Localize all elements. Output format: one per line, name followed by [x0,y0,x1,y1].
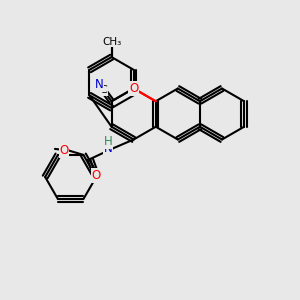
Text: N: N [94,78,103,91]
Text: O: O [92,169,101,182]
Text: H: H [104,135,112,148]
Text: N: N [104,142,113,155]
Text: C: C [100,85,107,95]
Text: O: O [129,82,138,95]
Text: O: O [59,144,68,157]
Text: CH₃: CH₃ [102,37,121,46]
